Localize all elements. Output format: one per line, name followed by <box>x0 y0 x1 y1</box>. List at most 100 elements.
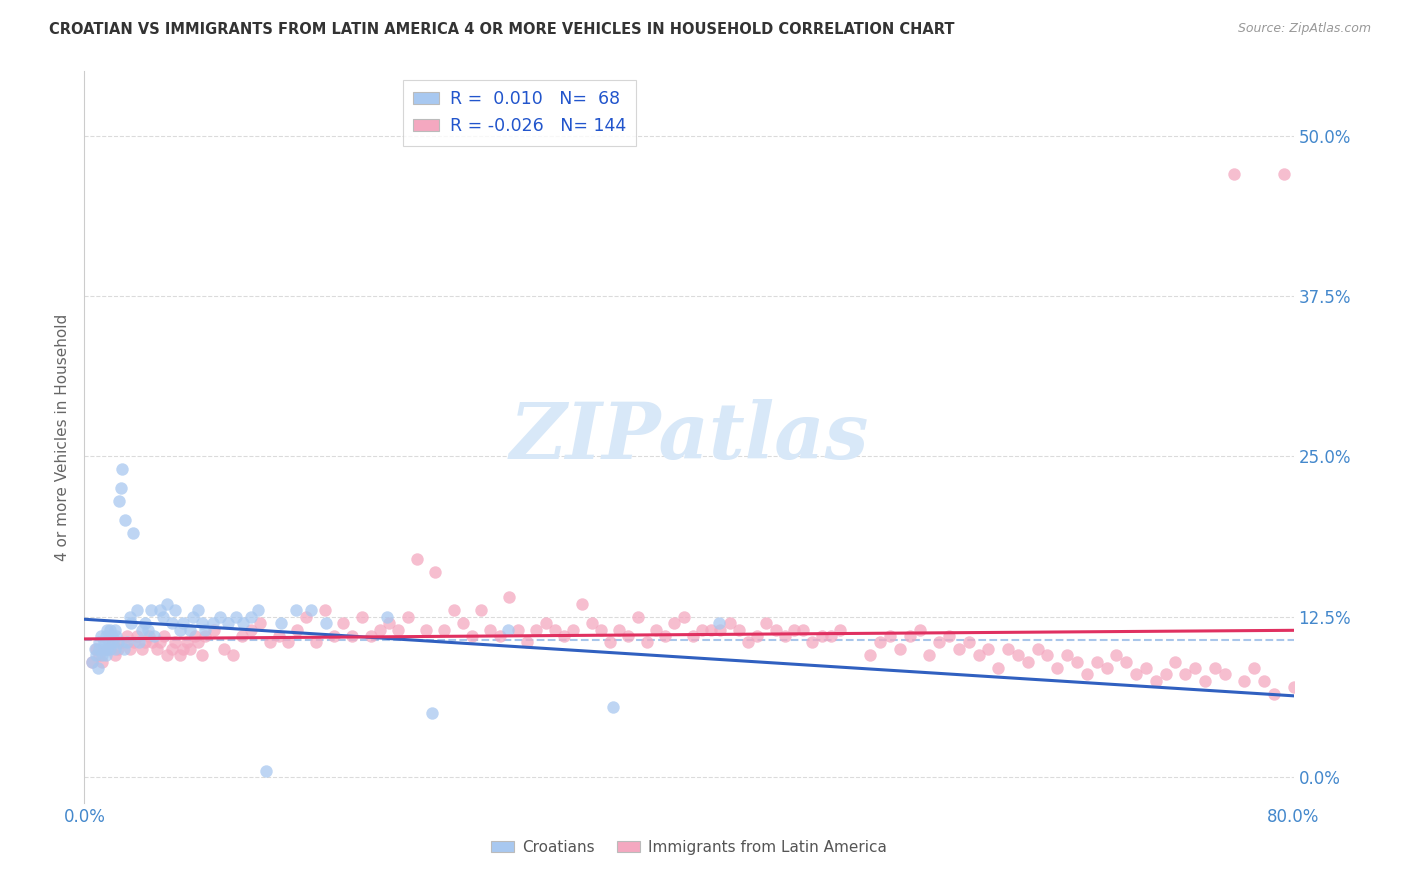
Point <box>1036 648 1059 663</box>
Point <box>98 641 121 656</box>
Point <box>86 648 108 663</box>
Point <box>682 629 704 643</box>
Y-axis label: 4 or more Vehicles in Household: 4 or more Vehicles in Household <box>55 313 70 561</box>
Point <box>91 648 114 663</box>
Point <box>636 635 658 649</box>
Point <box>709 616 731 631</box>
Point <box>1026 641 1049 656</box>
Point <box>859 648 882 663</box>
Point <box>562 623 585 637</box>
Point <box>506 623 529 637</box>
Point <box>146 641 169 656</box>
Point <box>534 616 557 631</box>
Point <box>156 648 179 663</box>
Point <box>1115 655 1137 669</box>
Point <box>165 635 187 649</box>
Point <box>889 641 911 656</box>
Point <box>259 635 281 649</box>
Point <box>222 648 245 663</box>
Point <box>792 623 814 637</box>
Point <box>93 641 115 656</box>
Point <box>396 609 419 624</box>
Point <box>783 623 806 637</box>
Point <box>91 655 114 669</box>
Point <box>967 648 990 663</box>
Point <box>801 635 824 649</box>
Point <box>406 552 429 566</box>
Point <box>179 623 201 637</box>
Point <box>115 629 138 643</box>
Point <box>599 635 621 649</box>
Point <box>737 635 759 649</box>
Point <box>1184 661 1206 675</box>
Point <box>187 635 209 649</box>
Point <box>139 603 162 617</box>
Point <box>231 629 253 643</box>
Point <box>627 609 650 624</box>
Point <box>378 616 401 631</box>
Point <box>240 623 263 637</box>
Point <box>96 641 118 656</box>
Point <box>607 623 630 637</box>
Point <box>1174 667 1197 681</box>
Point <box>1154 667 1177 681</box>
Point <box>149 635 172 649</box>
Point <box>654 629 676 643</box>
Point <box>690 623 713 637</box>
Point <box>918 648 941 663</box>
Point <box>101 635 124 649</box>
Point <box>1105 648 1128 663</box>
Point <box>544 623 567 637</box>
Point <box>87 661 110 675</box>
Point <box>305 635 328 649</box>
Point <box>755 616 778 631</box>
Point <box>104 641 127 656</box>
Point <box>1253 673 1275 688</box>
Point <box>128 635 150 649</box>
Point <box>323 629 346 643</box>
Point <box>136 623 159 637</box>
Point <box>765 623 787 637</box>
Point <box>105 629 128 643</box>
Point <box>108 494 131 508</box>
Point <box>111 462 134 476</box>
Point <box>179 641 201 656</box>
Point <box>1095 661 1118 675</box>
Point <box>194 623 217 637</box>
Point <box>938 629 960 643</box>
Point <box>342 629 364 643</box>
Point <box>1085 655 1108 669</box>
Point <box>84 641 107 656</box>
Point <box>225 609 247 624</box>
Point <box>1076 667 1098 681</box>
Point <box>86 641 108 656</box>
Point <box>115 635 138 649</box>
Point <box>1056 648 1078 663</box>
Point <box>160 616 183 631</box>
Point <box>187 603 209 617</box>
Point <box>295 609 318 624</box>
Point <box>1164 655 1187 669</box>
Point <box>96 641 118 656</box>
Point <box>1282 681 1305 695</box>
Point <box>169 623 191 637</box>
Point <box>98 623 121 637</box>
Point <box>997 641 1019 656</box>
Point <box>141 635 163 649</box>
Point <box>153 629 176 643</box>
Point <box>122 635 145 649</box>
Point <box>898 629 921 643</box>
Point <box>1135 661 1157 675</box>
Point <box>516 635 538 649</box>
Point <box>285 623 308 637</box>
Point <box>131 641 153 656</box>
Point <box>169 648 191 663</box>
Point <box>820 629 842 643</box>
Point <box>94 629 117 643</box>
Point <box>425 565 447 579</box>
Point <box>89 641 111 656</box>
Point <box>89 648 111 663</box>
Point <box>908 623 931 637</box>
Point <box>285 603 308 617</box>
Point <box>581 616 603 631</box>
